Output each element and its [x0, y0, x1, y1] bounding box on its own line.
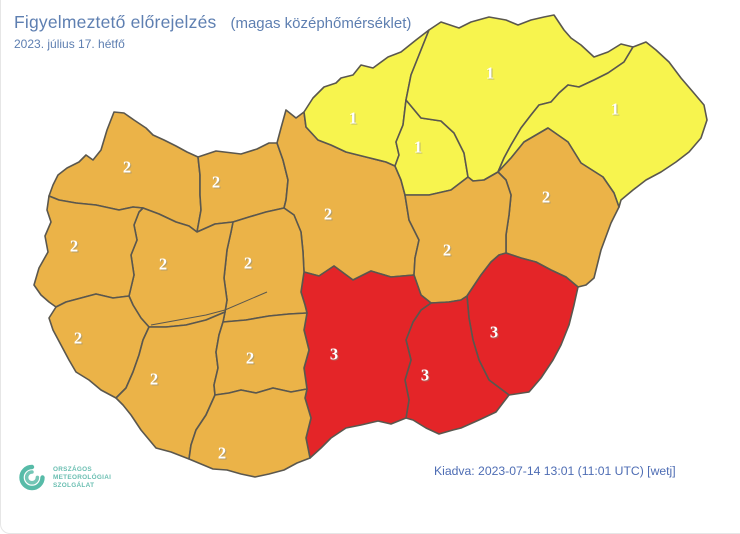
county-label-shadow-jasz-nagykun-szolnok: 2 — [444, 242, 452, 261]
county-warning-level-bekes: 3 — [490, 323, 498, 342]
county-warning-level-zala: 2 — [74, 329, 82, 348]
county-warning-level-csongrad-csanad: 3 — [421, 366, 429, 385]
county-label-shadow-vas: 2 — [71, 238, 79, 257]
county-warning-level-heves: 1 — [414, 138, 422, 157]
county-label-shadow-borsod-abauj-zemplen: 1 — [487, 65, 495, 84]
page-title: Figyelmeztető előrejelzés — [14, 12, 217, 32]
county-label-shadow-tolna: 2 — [247, 350, 255, 369]
county-bekes — [466, 252, 579, 396]
county-warning-level-vas: 2 — [70, 237, 78, 256]
county-warning-level-fejer: 2 — [244, 254, 252, 273]
county-warning-level-tolna: 2 — [246, 349, 254, 368]
county-warning-level-pest: 2 — [324, 205, 332, 224]
county-warning-level-veszprem: 2 — [159, 255, 167, 274]
county-warning-level-szabolcs-szatmar-bereg: 1 — [611, 100, 619, 119]
county-warning-level-nograd: 1 — [349, 109, 357, 128]
county-label-shadow-heves: 1 — [415, 139, 423, 158]
county-warning-level-bacs-kiskun: 3 — [330, 345, 338, 364]
lake-balaton-outline — [150, 291, 268, 326]
county-warning-level-komarom-esztergom: 2 — [212, 173, 220, 192]
omsz-logo-text: ORSZÁGOS METEOROLÓGIAI SZOLGÁLAT — [53, 466, 111, 490]
county-vas — [33, 195, 144, 308]
county-fejer — [222, 207, 308, 323]
county-label-shadow-nograd: 1 — [350, 110, 358, 129]
county-label-shadow-veszprem: 2 — [160, 256, 168, 275]
forecast-date: 2023. július 17. hétfő — [14, 37, 125, 51]
county-warning-level-jasz-nagykun-szolnok: 2 — [443, 241, 451, 260]
county-tolna — [213, 312, 310, 396]
county-label-shadow-csongrad-csanad: 3 — [422, 367, 430, 386]
header: Figyelmeztető előrejelzés (magas középhőm… — [14, 12, 411, 51]
logo-line-3: SZOLGÁLAT — [53, 482, 95, 489]
county-warning-level-borsod-abauj-zemplen: 1 — [486, 64, 494, 83]
county-label-shadow-fejer: 2 — [245, 255, 253, 274]
issued-timestamp: Kiadva: 2023-07-14 13:01 (11:01 UTC) [we… — [434, 464, 676, 478]
county-label-shadow-bekes: 3 — [491, 324, 499, 343]
county-warning-level-somogy: 2 — [150, 370, 158, 389]
logo-line-1: ORSZÁGOS — [53, 466, 92, 473]
county-veszprem — [128, 207, 234, 328]
county-label-shadow-szabolcs-szatmar-bereg: 1 — [612, 101, 620, 120]
omsz-logo: ORSZÁGOS METEOROLÓGIAI SZOLGÁLAT — [19, 458, 111, 498]
county-label-shadow-pest: 2 — [325, 206, 333, 225]
logo-line-2: METEOROLÓGIAI — [53, 474, 112, 481]
page-subtitle: (magas középhőmérséklet) — [230, 15, 412, 32]
county-label-shadow-somogy: 2 — [151, 371, 159, 390]
county-label-shadow-baranya: 2 — [219, 445, 227, 464]
county-warning-level-hajdu-bihar: 2 — [542, 188, 550, 207]
county-warning-level-gyor-moson-sopron: 2 — [123, 158, 131, 177]
county-label-shadow-komarom-esztergom: 2 — [213, 174, 221, 193]
county-label-shadow-hajdu-bihar: 2 — [543, 189, 551, 208]
county-baranya — [188, 387, 312, 478]
county-label-shadow-bacs-kiskun: 3 — [331, 346, 339, 365]
county-warning-level-baranya: 2 — [218, 444, 226, 463]
county-label-shadow-zala: 2 — [75, 330, 83, 349]
county-label-shadow-gyor-moson-sopron: 2 — [124, 159, 132, 178]
cyclone-spiral-icon — [19, 464, 45, 491]
